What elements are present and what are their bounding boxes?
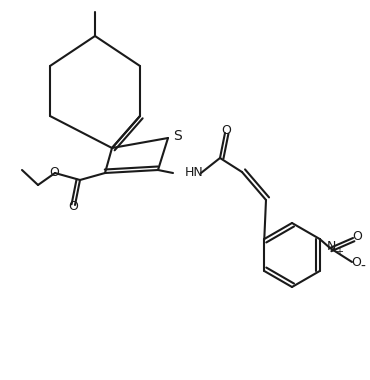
Text: -: - [360,260,366,274]
Text: +: + [335,247,343,257]
Text: N: N [326,241,336,253]
Text: S: S [173,129,182,143]
Text: O: O [351,256,361,269]
Text: O: O [352,231,362,244]
Text: HN: HN [185,166,204,179]
Text: O: O [49,166,59,179]
Text: O: O [68,200,78,212]
Text: O: O [221,124,231,136]
